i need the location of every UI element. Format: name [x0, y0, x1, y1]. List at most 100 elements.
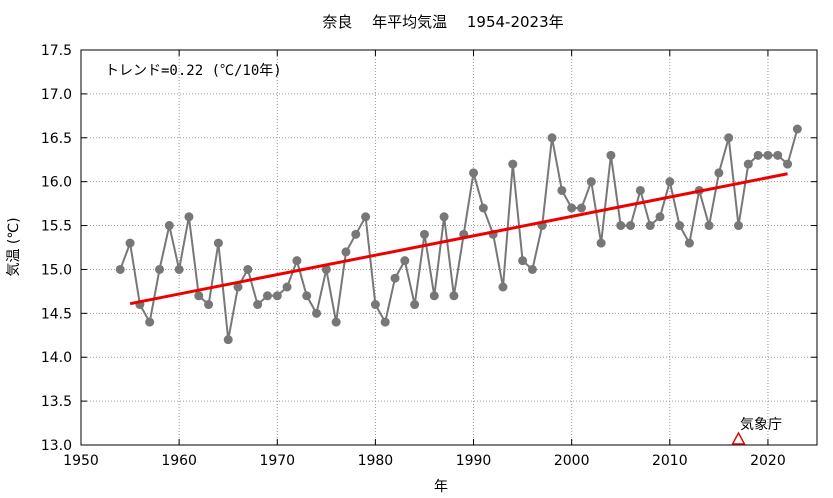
y-tick-label: 17.0 [41, 87, 72, 103]
y-tick-label: 15.5 [41, 219, 72, 235]
data-point [194, 291, 204, 301]
x-axis-label: 年 [434, 479, 448, 495]
data-point [233, 282, 243, 292]
y-tick-label: 16.0 [41, 175, 72, 191]
data-point [645, 221, 655, 231]
data-point [184, 212, 194, 222]
y-tick-label: 13.5 [41, 394, 72, 410]
series-polyline [119, 128, 799, 340]
data-point [773, 150, 783, 160]
data-point [331, 317, 341, 327]
trend-line [129, 172, 788, 306]
data-point [675, 221, 685, 231]
data-point [547, 133, 557, 143]
data-point [223, 335, 233, 345]
data-point [390, 273, 400, 283]
y-tick-label: 14.0 [41, 350, 72, 366]
data-point [783, 159, 793, 169]
data-point [155, 264, 165, 274]
data-point [174, 264, 184, 274]
trend-annotation: トレンド=0.22 (℃/10年) [105, 63, 282, 79]
data-point [380, 317, 390, 327]
data-point [714, 168, 724, 178]
data-point [292, 256, 302, 266]
marker-triangle [731, 431, 746, 445]
data-point [302, 291, 312, 301]
x-tick-label: 1960 [161, 453, 197, 469]
x-tick-label: 1990 [456, 453, 492, 469]
credit-label: 気象庁 [740, 417, 782, 433]
y-tick-label: 15.0 [41, 262, 72, 278]
chart-title: 奈良 年平均気温 1954-2023年 [322, 13, 563, 31]
data-point [361, 212, 371, 222]
data-point [243, 264, 253, 274]
data-point [400, 256, 410, 266]
data-point [213, 238, 223, 248]
data-point [704, 221, 714, 231]
x-tick-label: 2020 [750, 453, 786, 469]
y-axis: 13.0 13.5 14.0 14.5 15.0 15.5 16.0 16.5 17.0 17.5 [41, 43, 817, 454]
data-point [724, 133, 734, 143]
data-point [684, 238, 694, 248]
data-point [508, 159, 518, 169]
data-point [204, 300, 214, 310]
data-point [410, 300, 420, 310]
x-tick-label: 1970 [259, 453, 295, 469]
data-point [312, 308, 322, 318]
data-point [655, 212, 665, 222]
data-point [616, 221, 626, 231]
data-point [498, 282, 508, 292]
y-tick-label: 16.5 [41, 131, 72, 147]
y-axis-label: 気温 (℃) [6, 217, 22, 276]
data-point [370, 300, 380, 310]
data-point [253, 300, 263, 310]
data-point [439, 212, 449, 222]
data-point [586, 177, 596, 187]
data-point [763, 150, 773, 160]
data-point [753, 150, 763, 160]
data-point [606, 150, 616, 160]
data-point [351, 229, 361, 239]
plot-frame [80, 49, 818, 446]
data-point [282, 282, 292, 292]
data-point [272, 291, 282, 301]
data-point [518, 256, 528, 266]
data-point [557, 185, 567, 195]
data-point [341, 247, 351, 257]
data-point [115, 264, 125, 274]
data-point [419, 229, 429, 239]
data-point [145, 317, 155, 327]
series-points [115, 124, 802, 345]
series-line [119, 128, 799, 340]
data-point [792, 124, 802, 134]
data-point [429, 291, 439, 301]
y-tick-label: 14.5 [41, 306, 72, 322]
trend-line-segment [129, 172, 788, 306]
data-point [478, 203, 488, 213]
y-tick-label: 17.5 [41, 43, 72, 59]
grid [81, 50, 817, 445]
data-point [596, 238, 606, 248]
x-axis: 1950 1960 1970 1980 1990 2000 2010 2020 [63, 50, 786, 469]
data-point [626, 221, 636, 231]
data-point [665, 177, 675, 187]
data-point [469, 168, 479, 178]
data-point [527, 264, 537, 274]
data-point [567, 203, 577, 213]
data-point [262, 291, 272, 301]
x-tick-label: 1980 [358, 453, 394, 469]
data-point [321, 264, 331, 274]
x-tick-label: 1950 [63, 453, 99, 469]
x-tick-label: 2010 [652, 453, 688, 469]
data-point [576, 203, 586, 213]
triangle-marker [731, 431, 746, 445]
x-tick-label: 2000 [554, 453, 590, 469]
data-point [125, 238, 135, 248]
data-point [635, 185, 645, 195]
y-tick-label: 13.0 [41, 438, 72, 454]
data-point [164, 221, 174, 231]
data-point [733, 221, 743, 231]
data-point [449, 291, 459, 301]
data-point [743, 159, 753, 169]
